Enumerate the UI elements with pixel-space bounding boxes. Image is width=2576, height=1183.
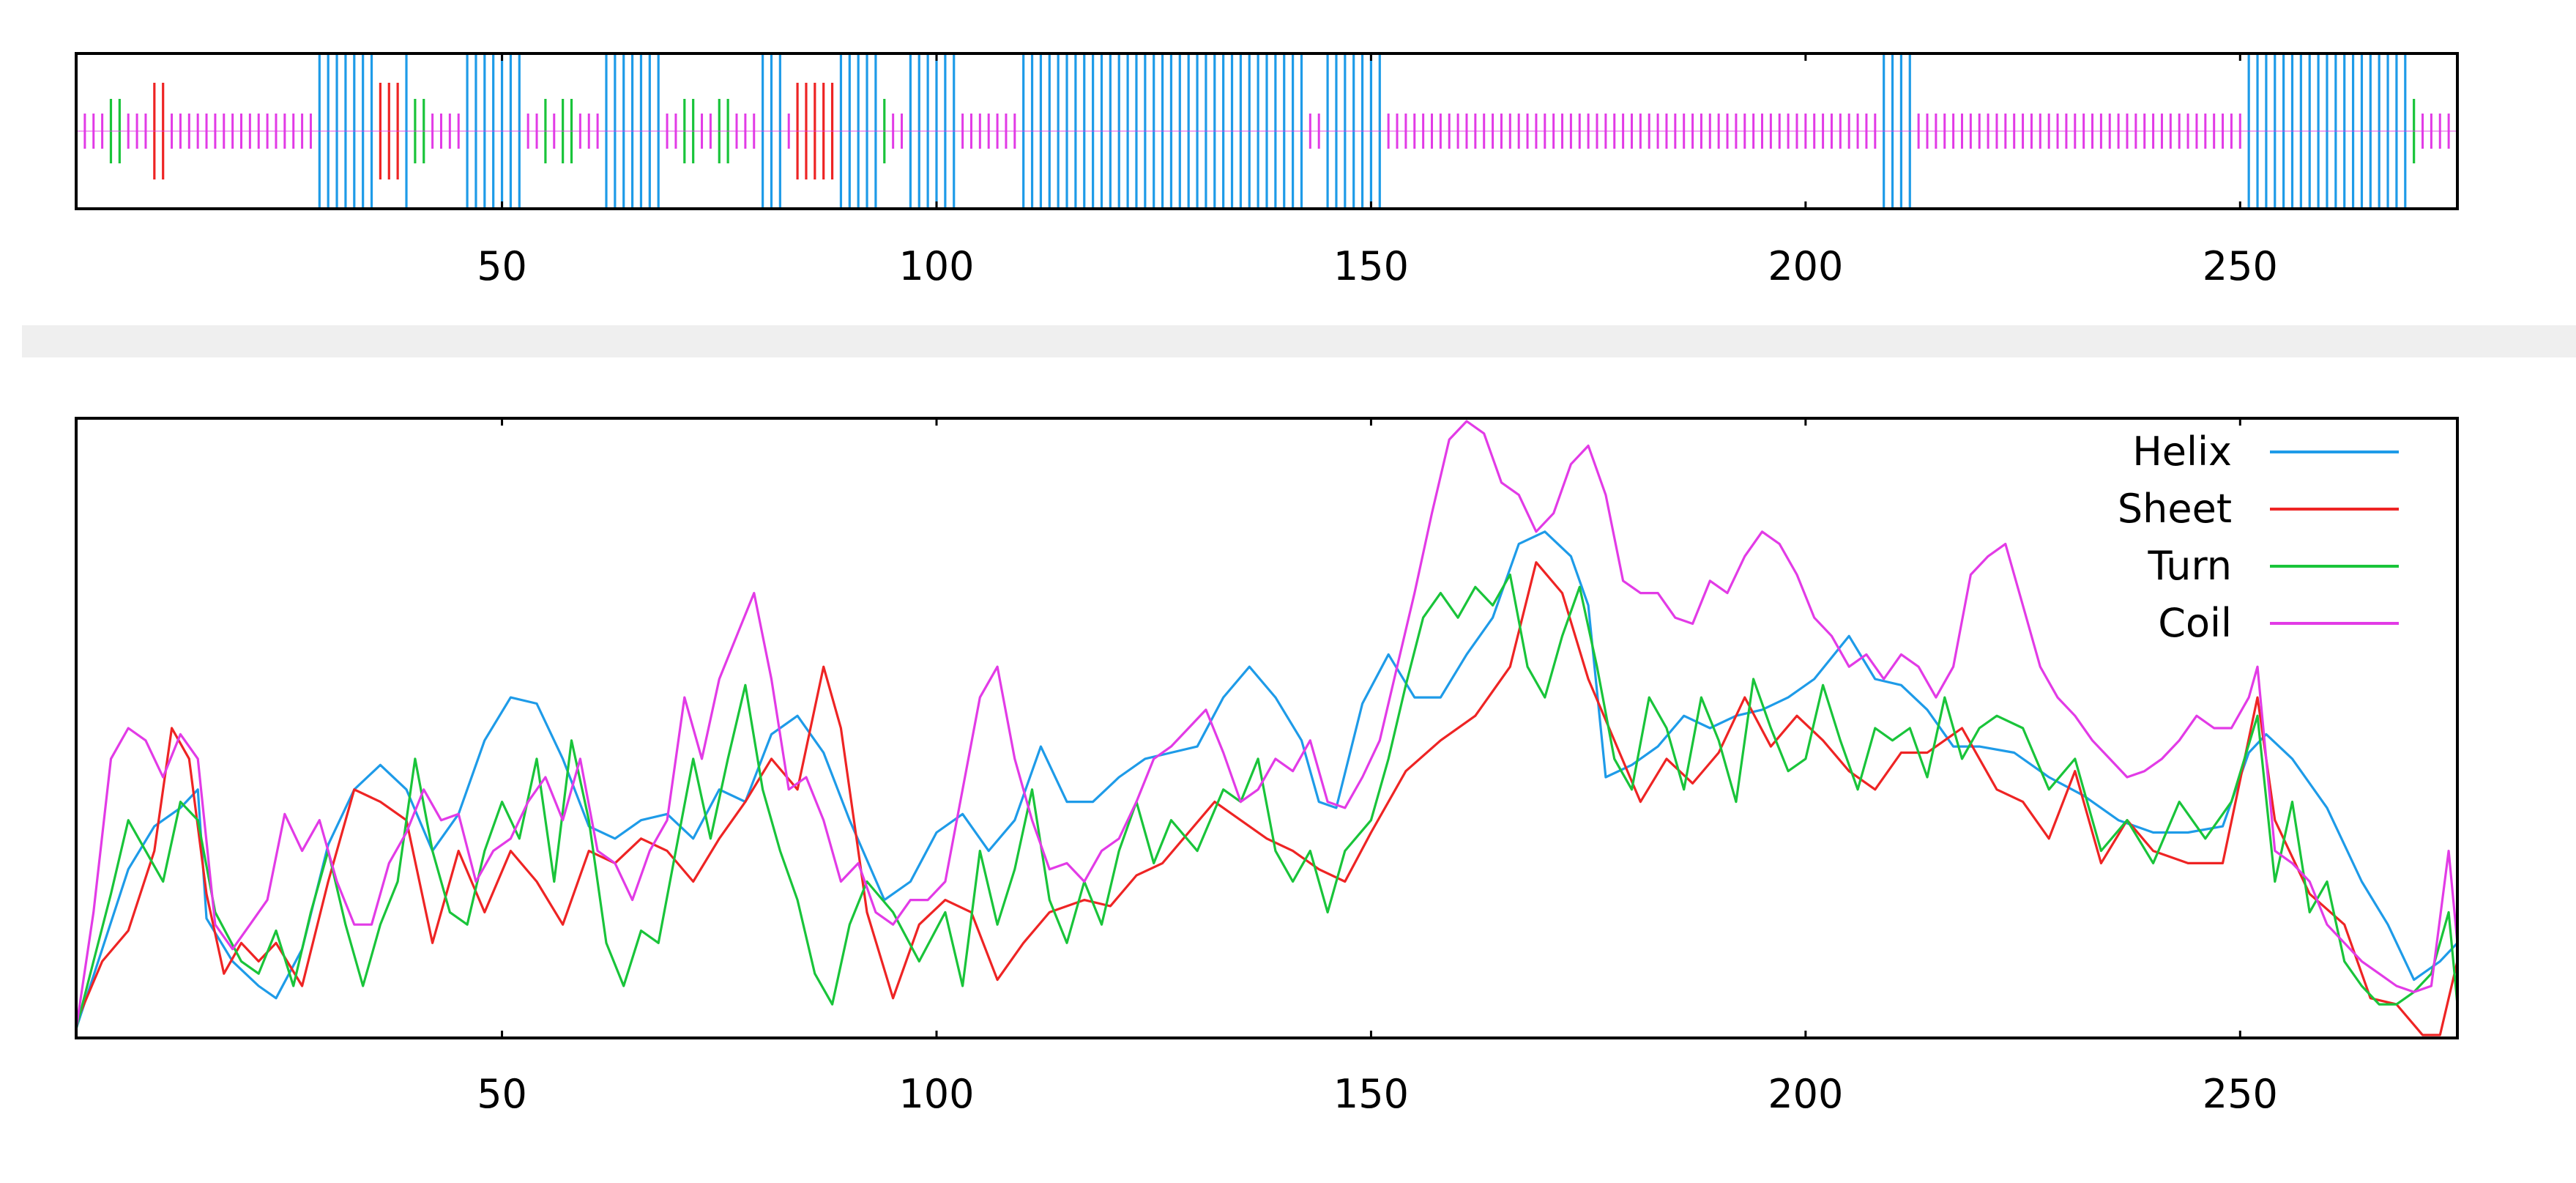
legend-label-coil: Coil <box>2158 600 2232 646</box>
legend-label-turn: Turn <box>2148 543 2233 589</box>
sequence-track-bars <box>76 55 2459 207</box>
x-tick-label: 250 <box>2203 243 2278 289</box>
x-tick-label: 150 <box>1333 1071 1409 1117</box>
x-tick-label: 250 <box>2203 1071 2278 1117</box>
x-tick-label: 100 <box>898 1071 974 1117</box>
legend-label-helix: Helix <box>2132 429 2232 475</box>
propensity-series <box>75 420 2459 1036</box>
x-tick-label: 50 <box>477 243 527 289</box>
propensity-line-panel: 50 100 150 200 250 Helix Sheet Turn Coil <box>75 417 2459 1117</box>
sequence-track-panel: 50 100 150 200 250 <box>75 52 2459 289</box>
propensity-plot-frame <box>75 417 2459 1039</box>
sequence-track-frame <box>75 52 2459 210</box>
panel-separator <box>22 325 2576 357</box>
series-line-sheet <box>75 561 2459 1036</box>
propensity-legend: Helix Sheet Turn Coil <box>2118 429 2399 646</box>
x-tick-label: 150 <box>1333 243 1409 289</box>
propensity-x-axis: 50 100 150 200 250 <box>477 418 2278 1117</box>
x-tick-label: 200 <box>1768 1071 1843 1117</box>
sequence-track-x-axis: 50 100 150 200 250 <box>477 53 2278 289</box>
x-tick-label: 100 <box>898 243 974 289</box>
series-line-turn <box>75 573 2459 1029</box>
x-tick-label: 50 <box>477 1071 527 1117</box>
series-line-coil <box>75 420 2459 1029</box>
series-line-helix <box>75 530 2459 1030</box>
legend-label-sheet: Sheet <box>2118 486 2232 532</box>
x-tick-label: 200 <box>1768 243 1843 289</box>
